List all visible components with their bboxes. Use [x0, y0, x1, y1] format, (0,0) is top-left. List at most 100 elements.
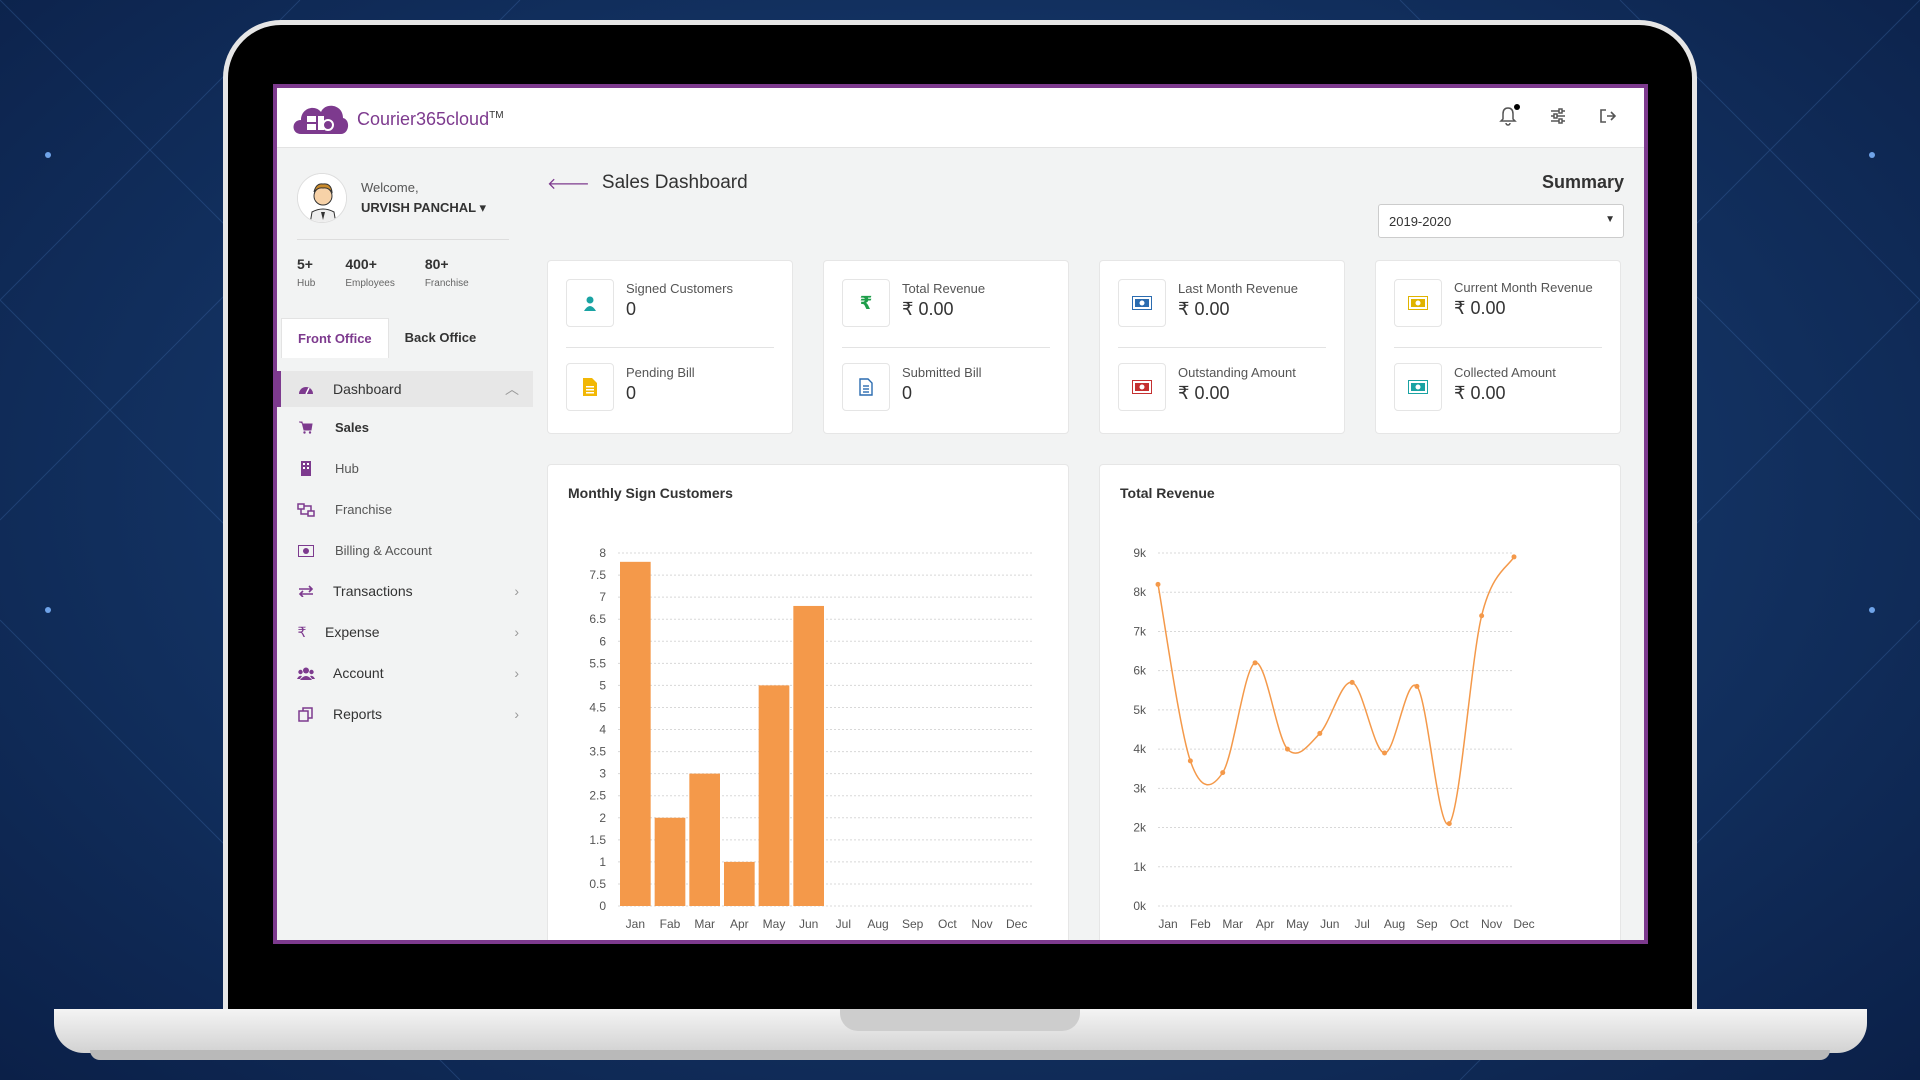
line-chart-svg: 0k 1k 2k 3k 4k 5k 6k 7k 8k 9k Jan Feb Mar Apr May Jun Ju… [1133, 546, 1534, 931]
data-point [1187, 758, 1193, 764]
y-tick-label: 3 [599, 767, 606, 781]
data-point [1446, 821, 1452, 827]
metric-label: Pending Bill [626, 365, 695, 380]
summary-heading: Summary [1541, 172, 1624, 192]
x-tick-label: Aug [867, 917, 888, 931]
nav-label: Billing & Account [335, 543, 432, 558]
y-tick-label: 5.5 [589, 656, 606, 670]
x-tick-label: Jul [1355, 917, 1370, 931]
bar [689, 773, 720, 906]
trademark: TM [489, 109, 504, 121]
bar [724, 861, 755, 906]
data-point [1349, 679, 1355, 685]
metric-value: ₹ 0.00 [1454, 298, 1506, 318]
x-tick-label: Fab [660, 917, 681, 931]
x-tick-label: Aug [1384, 917, 1405, 931]
back-arrow-icon[interactable]: 🡐 [547, 175, 590, 193]
y-tick-label: 7k [1133, 624, 1147, 638]
bell-icon[interactable] [1498, 104, 1520, 126]
series-line [1157, 556, 1515, 825]
metric-last-month-revenue[interactable]: Last Month Revenue ₹ 0.00 [1118, 279, 1298, 327]
user-profile[interactable]: Welcome, URVISH PANCHAL ▾ [297, 173, 486, 223]
metric-collected-amount[interactable]: Collected Amount ₹ 0.00 [1394, 363, 1556, 411]
x-tick-label: Nov [1481, 917, 1502, 931]
network-icon [297, 502, 315, 518]
metric-value: ₹ 0.00 [1178, 299, 1230, 319]
rupee-icon: ₹ [842, 279, 890, 327]
metric-signed-customers[interactable]: Signed Customers 0 [566, 279, 733, 327]
stat-franchise: 80+ Franchise [425, 256, 469, 289]
metric-outstanding-amount[interactable]: Outstanding Amount ₹ 0.00 [1118, 363, 1296, 411]
caret-down-icon: ▼ [1605, 214, 1615, 225]
metric-total-revenue[interactable]: ₹ Total Revenue ₹ 0.00 [842, 279, 985, 327]
x-tick-label: Jun [1320, 917, 1339, 931]
x-tick-label: Mar [1222, 917, 1243, 931]
bar [620, 561, 651, 906]
stat-hub: 5+ Hub [297, 256, 315, 289]
tab-front-office[interactable]: Front Office [281, 318, 389, 358]
year-select[interactable]: 2019-2020 ▼ [1378, 204, 1624, 238]
page-title-text: Sales Dashboard [601, 172, 748, 193]
money-icon [1394, 279, 1442, 327]
x-tick-label: Feb [1190, 917, 1211, 931]
y-tick-label: 6k [1133, 664, 1147, 678]
money-icon [1118, 279, 1166, 327]
file-icon [566, 363, 614, 411]
nav-label: Franchise [335, 502, 393, 517]
data-point [1414, 683, 1420, 689]
x-tick-label: Mar [694, 917, 715, 931]
y-tick-label: 7 [599, 590, 606, 604]
nav-sales[interactable]: Sales [277, 407, 533, 448]
y-tick-label: 3k [1133, 781, 1147, 795]
x-tick-label: May [763, 917, 786, 931]
nav-expense[interactable]: ₹ Expense › [277, 614, 533, 650]
nav-dashboard[interactable]: Dashboard ︿ [277, 371, 533, 407]
nav-transactions[interactable]: Transactions › [277, 573, 533, 609]
metric-value: ₹ 0.00 [1454, 383, 1506, 403]
y-tick-label: 9k [1133, 546, 1147, 560]
logout-icon[interactable] [1598, 106, 1618, 126]
metric-label: Outstanding Amount [1178, 365, 1296, 380]
nav-account[interactable]: Account › [277, 655, 533, 691]
nav-franchise[interactable]: Franchise [277, 489, 533, 530]
metric-value: 0 [902, 383, 913, 403]
nav-hub[interactable]: Hub [277, 448, 533, 489]
x-tick-label: Oct [938, 917, 957, 931]
nav-billing-account[interactable]: Billing & Account [277, 530, 533, 571]
users-icon [297, 665, 315, 681]
nav-reports[interactable]: Reports › [277, 696, 533, 732]
chevron-right-icon: › [514, 583, 519, 599]
data-point [1252, 660, 1258, 666]
metric-label: Signed Customers [626, 281, 733, 296]
nav-menu: Dashboard ︿ Sales Hub Franchise Billing … [277, 371, 533, 732]
bar [793, 605, 824, 906]
app-screen: Courier365cloudTM [273, 84, 1648, 944]
metric-card: Current Month Revenue ₹ 0.00 Collected A… [1375, 260, 1621, 434]
nav-label: Account [333, 665, 384, 681]
y-tick-label: 1.5 [589, 833, 606, 847]
metric-card: Signed Customers 0 Pending Bill 0 [547, 260, 793, 434]
x-tick-label: Dec [1513, 917, 1534, 931]
divider [1394, 347, 1602, 348]
cart-icon [297, 420, 315, 436]
bar [654, 817, 686, 906]
money-icon [1118, 363, 1166, 411]
metric-current-month-revenue[interactable]: Current Month Revenue ₹ 0.00 [1394, 279, 1594, 327]
user-name-dropdown[interactable]: URVISH PANCHAL ▾ [361, 200, 486, 216]
sliders-icon[interactable] [1548, 106, 1568, 126]
metric-label: Total Revenue [902, 281, 986, 296]
brand-logo[interactable]: Courier365cloudTM [289, 94, 504, 140]
y-tick-label: 8k [1133, 585, 1147, 599]
bar [758, 685, 790, 906]
bar-chart-svg: 0 0.5 1 1.5 2 2.5 3 3.5 4 4.5 5 5.5 6 6.5 7 7.5 8 Jan Fab M… [589, 546, 1034, 931]
divider [842, 347, 1050, 348]
metric-submitted-bill[interactable]: Submitted Bill 0 [842, 363, 981, 411]
stats: 5+ Hub 400+ Employees 80+ Franchise [297, 256, 499, 289]
nav-label: Reports [333, 706, 383, 722]
user-name: URVISH PANCHAL [361, 200, 476, 215]
metric-value: ₹ 0.00 [1178, 383, 1230, 403]
metric-pending-bill[interactable]: Pending Bill 0 [566, 363, 695, 411]
building-icon [297, 461, 315, 477]
tab-back-office[interactable]: Back Office [404, 330, 477, 345]
divider [1118, 347, 1326, 348]
